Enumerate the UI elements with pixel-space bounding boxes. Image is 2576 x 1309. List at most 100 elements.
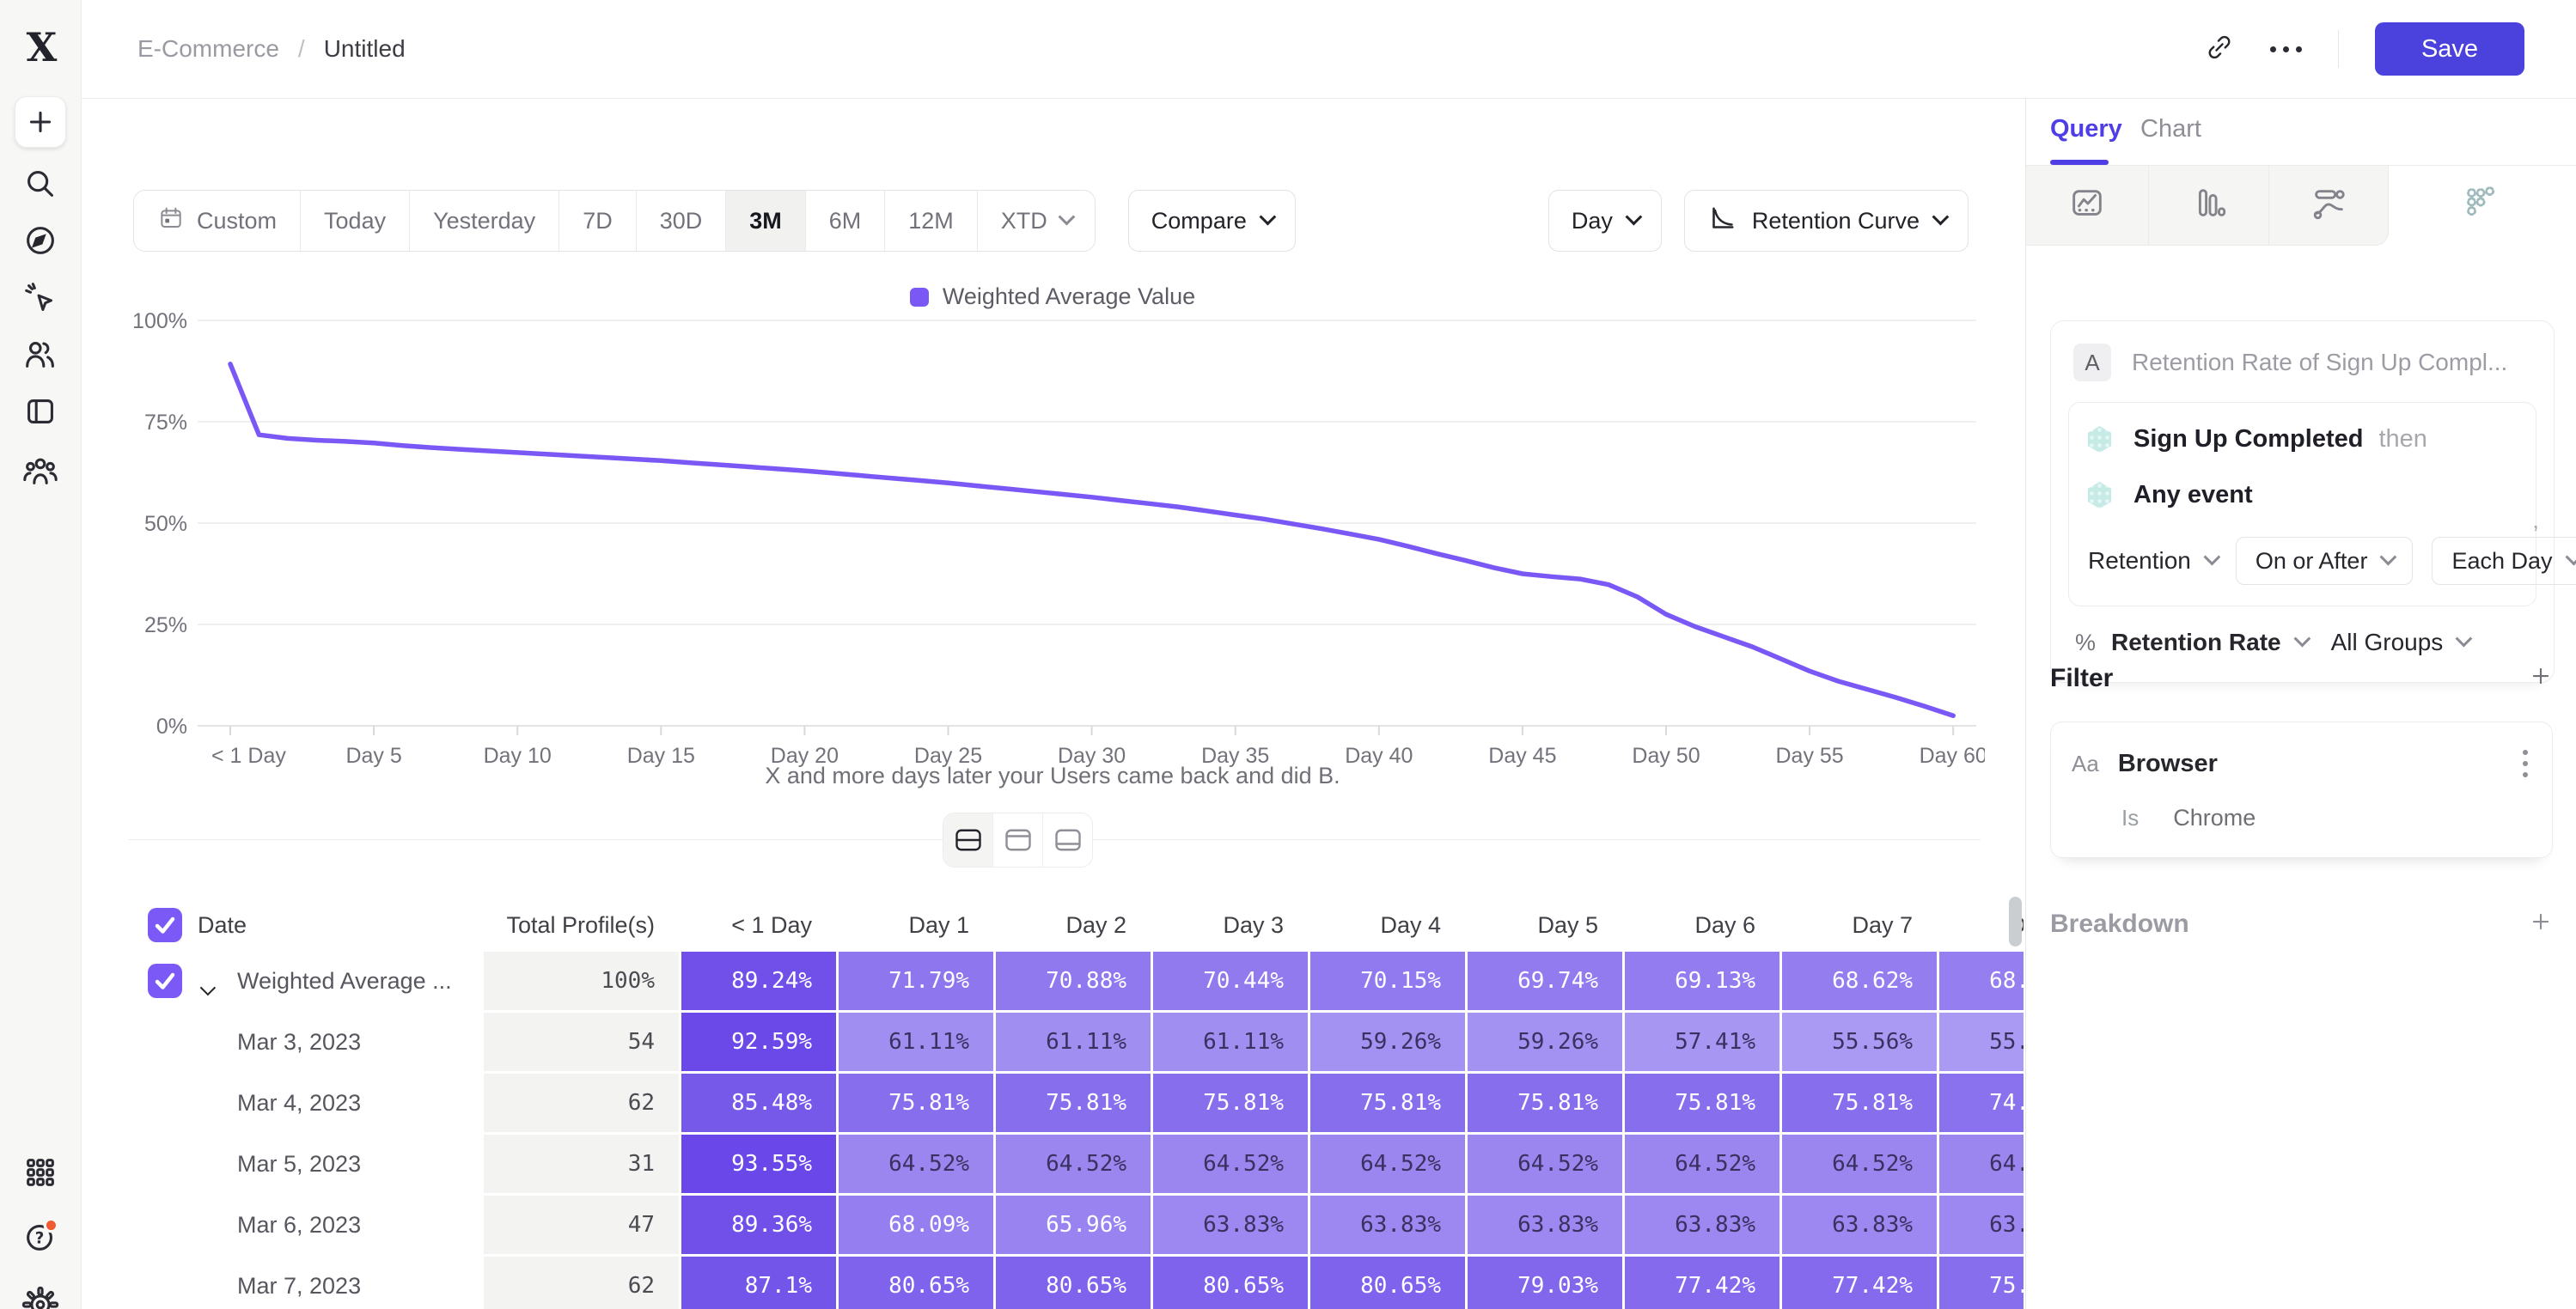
column-header[interactable]: < 1 Day: [731, 911, 812, 938]
report-tab-funnels[interactable]: [2148, 166, 2269, 246]
column-header[interactable]: Day 7: [1852, 911, 1913, 938]
cursor-click-icon[interactable]: [21, 278, 60, 322]
help-icon[interactable]: ?: [21, 1216, 60, 1260]
retention-cell[interactable]: 74.19%: [1939, 1074, 2024, 1132]
retention-cell[interactable]: 77.42%: [1782, 1257, 1937, 1309]
retention-cell[interactable]: 80.65%: [1153, 1257, 1308, 1309]
range-7d[interactable]: 7D: [559, 191, 637, 251]
retention-cell[interactable]: 63.83%: [1153, 1196, 1308, 1254]
filter-menu-icon[interactable]: [2519, 746, 2531, 781]
retention-cell[interactable]: 93.55%: [681, 1135, 836, 1193]
retention-cell[interactable]: 75.81%: [1939, 1257, 2024, 1309]
retention-cell[interactable]: 79.03%: [1468, 1257, 1622, 1309]
retention-curve-chart[interactable]: 0% 25% 50% 75% 100% < 1 Day Day 5 Day 10 Day 15 D…: [120, 301, 1985, 769]
brand-logo[interactable]: X: [26, 24, 58, 70]
column-header[interactable]: Day 5: [1537, 911, 1598, 938]
retention-cell[interactable]: 61.11%: [839, 1013, 993, 1071]
retention-cell[interactable]: 68.09%: [839, 1196, 993, 1254]
retention-cell[interactable]: 64.52%: [1468, 1135, 1622, 1193]
board-icon[interactable]: [21, 392, 60, 435]
retention-cell[interactable]: 61.11%: [1153, 1013, 1308, 1071]
retention-cell[interactable]: 68.11%: [1939, 952, 2024, 1010]
retention-cell[interactable]: 70.15%: [1310, 952, 1465, 1010]
column-header[interactable]: Day 4: [1380, 911, 1441, 938]
granularity-dropdown[interactable]: Day: [1547, 190, 1662, 252]
range-custom[interactable]: Custom: [134, 191, 302, 251]
plus-icon[interactable]: [15, 96, 66, 148]
retention-cell[interactable]: 59.26%: [1310, 1013, 1465, 1071]
retention-cell[interactable]: 85.48%: [681, 1074, 836, 1132]
retention-cell[interactable]: 69.74%: [1468, 952, 1622, 1010]
tab-chart[interactable]: Chart: [2140, 115, 2201, 143]
users-icon[interactable]: [21, 335, 60, 379]
retention-cell[interactable]: 68.62%: [1782, 952, 1937, 1010]
criteria-dropdown[interactable]: On or After: [2235, 537, 2414, 585]
retention-cell[interactable]: 89.36%: [681, 1196, 836, 1254]
report-tab-flows[interactable]: [2268, 166, 2390, 246]
search-icon[interactable]: [21, 164, 60, 208]
retention-cell[interactable]: 70.44%: [1153, 952, 1308, 1010]
row-label[interactable]: Mar 4, 2023: [237, 1089, 362, 1116]
team-icon[interactable]: [21, 452, 60, 496]
column-header[interactable]: Day 1: [908, 911, 969, 938]
retention-cell[interactable]: 69.13%: [1625, 952, 1779, 1010]
retention-cell[interactable]: 75.81%: [839, 1074, 993, 1132]
retention-cell[interactable]: 63.83%: [1468, 1196, 1622, 1254]
retention-cell[interactable]: 59.26%: [1468, 1013, 1622, 1071]
table-scrollbar-thumb[interactable]: [2009, 897, 2022, 947]
apps-grid-icon[interactable]: [21, 1153, 60, 1196]
retention-cell[interactable]: 64.52%: [1310, 1135, 1465, 1193]
add-filter-icon[interactable]: [2528, 663, 2554, 693]
retention-cell[interactable]: 70.88%: [996, 952, 1151, 1010]
return-event-name[interactable]: Any event: [2133, 481, 2253, 508]
retention-cell[interactable]: 61.11%: [996, 1013, 1151, 1071]
retention-cell[interactable]: 63.83%: [1939, 1196, 2024, 1254]
compass-icon[interactable]: [21, 221, 60, 265]
range-30d[interactable]: 30D: [636, 191, 727, 251]
retention-cell[interactable]: 64.52%: [1939, 1135, 2024, 1193]
first-event-name[interactable]: Sign Up Completed: [2133, 425, 2364, 453]
retention-cell[interactable]: 63.83%: [1782, 1196, 1937, 1254]
retention-cell[interactable]: 75.81%: [996, 1074, 1151, 1132]
range-12m[interactable]: 12M: [885, 191, 978, 251]
tab-query[interactable]: Query: [2050, 115, 2122, 143]
measure-dropdown[interactable]: Retention Rate: [2111, 629, 2310, 656]
retention-cell[interactable]: 87.1%: [681, 1257, 836, 1309]
settings-icon[interactable]: [21, 1285, 60, 1309]
row-label[interactable]: Mar 5, 2023: [237, 1150, 362, 1177]
retention-cell[interactable]: 92.59%: [681, 1013, 836, 1071]
column-header[interactable]: Day 3: [1223, 911, 1284, 938]
retention-cell[interactable]: 64.52%: [1625, 1135, 1779, 1193]
filter-value[interactable]: Chrome: [2173, 805, 2256, 831]
filter-property[interactable]: Browser: [2117, 749, 2218, 777]
range-6m[interactable]: 6M: [805, 191, 886, 251]
range-xtd[interactable]: XTD: [977, 191, 1095, 251]
row-label[interactable]: Mar 3, 2023: [237, 1028, 362, 1055]
retention-cell[interactable]: 71.79%: [839, 952, 993, 1010]
row-label[interactable]: Mar 7, 2023: [237, 1272, 362, 1299]
retention-cell[interactable]: 75.81%: [1153, 1074, 1308, 1132]
retention-cell[interactable]: 64.52%: [996, 1135, 1151, 1193]
retention-cell[interactable]: 75.81%: [1468, 1074, 1622, 1132]
save-button[interactable]: Save: [2375, 22, 2524, 76]
retention-mode-dropdown[interactable]: Retention: [2088, 547, 2221, 575]
table-view-button[interactable]: [1043, 813, 1092, 867]
retention-cell[interactable]: 57.41%: [1625, 1013, 1779, 1071]
retention-cell[interactable]: 63.83%: [1310, 1196, 1465, 1254]
retention-cell[interactable]: 80.65%: [839, 1257, 993, 1309]
retention-cell[interactable]: 75.81%: [1782, 1074, 1937, 1132]
retention-cell[interactable]: 77.42%: [1625, 1257, 1779, 1309]
split-view-button[interactable]: [943, 813, 993, 867]
range-yesterday[interactable]: Yesterday: [410, 191, 560, 251]
filter-operator[interactable]: Is: [2121, 805, 2140, 831]
range-today[interactable]: Today: [301, 191, 411, 251]
groups-dropdown[interactable]: All Groups: [2323, 629, 2473, 656]
column-header[interactable]: Day 6: [1694, 911, 1755, 938]
row-label[interactable]: Weighted Average ...: [198, 952, 481, 1010]
retention-cell[interactable]: 64.52%: [839, 1135, 993, 1193]
breadcrumb-workspace[interactable]: E-Commerce: [137, 35, 279, 62]
chart-type-dropdown[interactable]: Retention Curve: [1683, 190, 1969, 252]
column-header[interactable]: Day 2: [1065, 911, 1126, 938]
retention-cell[interactable]: 75.81%: [1310, 1074, 1465, 1132]
retention-cell[interactable]: 64.52%: [1782, 1135, 1937, 1193]
